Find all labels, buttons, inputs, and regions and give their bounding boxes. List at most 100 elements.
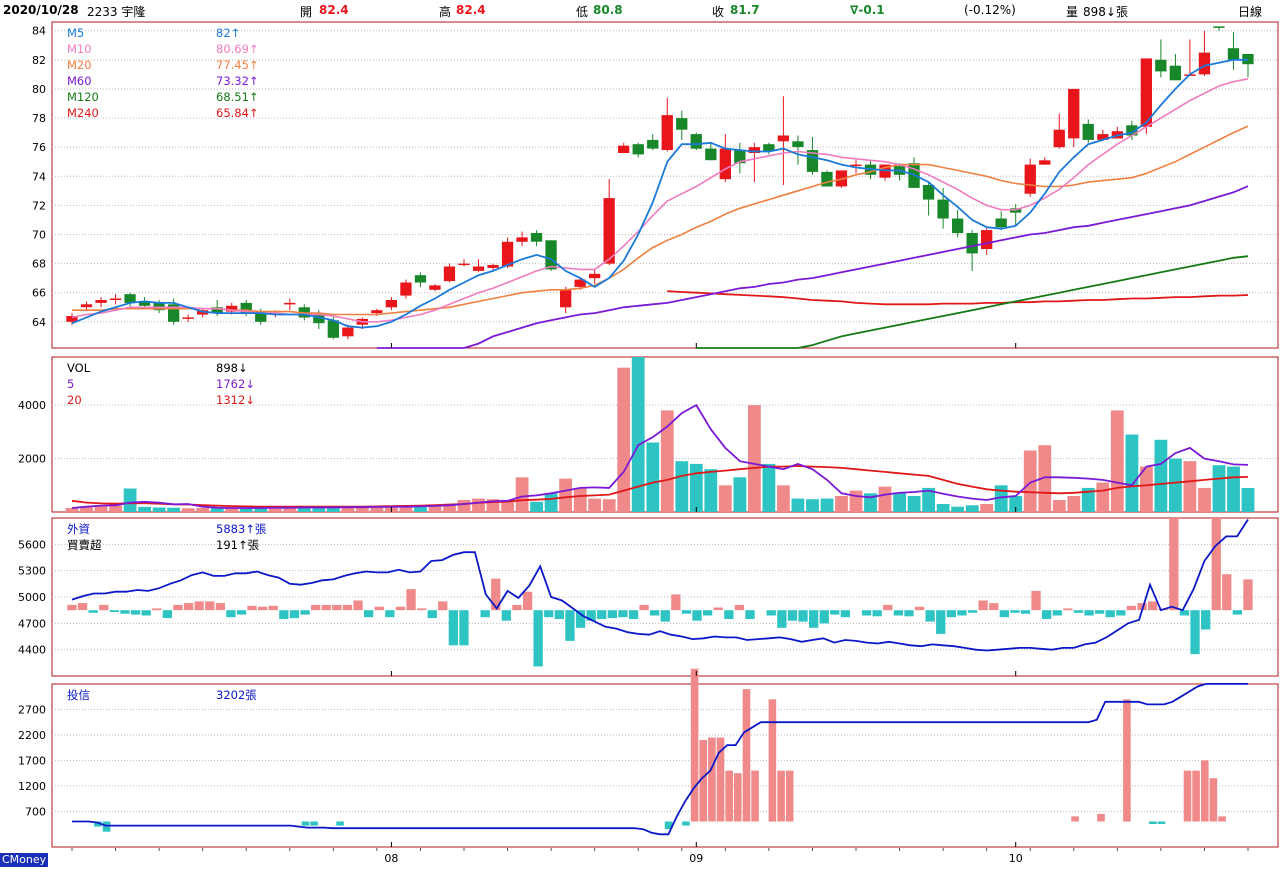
high-value: 82.4 (456, 3, 486, 17)
foreign-net-bar (236, 610, 247, 615)
foreign-net-bar (67, 604, 77, 611)
foreign-net-bar (268, 605, 278, 611)
foreign-net-bar (946, 610, 956, 618)
y-tick-label: 80 (32, 83, 46, 96)
candle-body (995, 218, 1007, 228)
volume-bar (138, 506, 151, 512)
foreign-net-bar (364, 610, 374, 618)
date-label: 2020/10/28 (3, 3, 79, 17)
volume-bar (1183, 461, 1197, 512)
foreign-net-bar (766, 610, 776, 616)
foreign-net-bar (205, 601, 215, 611)
volume-bar (1154, 439, 1168, 512)
legend-name: M120 (67, 90, 99, 104)
volume-bar (936, 504, 950, 512)
foreign-net-bar (491, 578, 501, 611)
ma5-line (71, 58, 1248, 329)
candle-body (1155, 59, 1167, 72)
volume-bar (530, 501, 543, 512)
candle-body (777, 135, 789, 142)
trust-net-bar (1123, 699, 1131, 822)
foreign-net-bar (109, 610, 119, 612)
volume-bar (80, 506, 93, 512)
legend-value: 77.45↑ (216, 58, 259, 72)
volume-bar (1227, 466, 1240, 512)
candle-body (806, 150, 819, 172)
foreign-net-bar (1201, 610, 1211, 630)
foreign-net-bar (183, 603, 194, 611)
volume-bar (922, 487, 935, 512)
period-selector[interactable]: 日線 (1238, 5, 1263, 19)
ma60-line (376, 185, 1249, 349)
legend-name: 買賣超 (67, 538, 102, 552)
trust-net-bar (102, 821, 111, 832)
foreign-net-bar (289, 610, 300, 619)
volume-bar (675, 461, 689, 512)
candle-body (168, 304, 180, 322)
foreign-net-bar (650, 610, 660, 616)
foreign-net-bar (787, 610, 798, 621)
foreign-net-bar (936, 610, 946, 634)
foreign-net-bar (1179, 610, 1190, 616)
legend-value: 73.32↑ (216, 74, 259, 88)
volume-bar (1052, 500, 1066, 512)
foreign-net-bar (1020, 610, 1031, 614)
foreign-net-bar (311, 604, 321, 611)
foreign-net-bar (575, 610, 586, 628)
volume-bar (1125, 434, 1139, 512)
candle-body (240, 302, 252, 314)
foreign-net-bar (830, 610, 840, 615)
candle-body (734, 150, 746, 164)
foreign-net-bar (120, 610, 130, 614)
volume-bar (965, 505, 979, 512)
volume-bar (283, 507, 297, 512)
foreign-net-bar (88, 610, 98, 613)
y-tick-label: 5600 (18, 538, 46, 551)
candle-body (1024, 164, 1036, 194)
foreign-net-bar (480, 610, 490, 618)
candle-body (763, 144, 775, 152)
foreign-net-bar (904, 610, 914, 617)
foreign-net-bar (332, 604, 342, 611)
trust-holding-line (72, 683, 1248, 836)
foreign-net-bar (342, 604, 353, 611)
foreign-net-bar (448, 610, 458, 646)
foreign-net-bar (1116, 610, 1126, 616)
foreign-net-bar (152, 608, 162, 611)
foreign-net-bar (353, 600, 363, 611)
candle-body (850, 164, 862, 167)
volume-bar (65, 508, 79, 512)
volume-bar (733, 477, 747, 512)
volume-bar (951, 506, 964, 512)
candle-body (530, 233, 543, 242)
volume-bar (704, 469, 718, 512)
volume-bar (181, 508, 195, 512)
volume-ma5-line (71, 403, 1249, 509)
volume-bar (994, 485, 1008, 512)
volume-bar (806, 499, 819, 512)
volume-bar (428, 505, 442, 512)
volume-bar (689, 463, 703, 512)
volume-bar (1140, 466, 1153, 512)
foreign-net-bar (1095, 610, 1105, 614)
y-tick-label: 700 (25, 805, 46, 818)
volume-bar (588, 498, 602, 512)
trust-net-bar (1157, 821, 1166, 824)
volume-bar (762, 463, 776, 512)
foreign-net-bar (1105, 610, 1115, 618)
y-tick-label: 70 (32, 228, 46, 241)
foreign-holding-line (71, 519, 1249, 652)
trust-net-bar (716, 737, 725, 822)
trust-net-bar (708, 737, 716, 822)
legend-value: 191↑張 (216, 538, 260, 552)
candle-body (211, 307, 223, 314)
trust-net-bar (1192, 770, 1200, 822)
candle-body (472, 266, 485, 271)
y-tick-label: 2700 (18, 703, 46, 716)
volume-bar (457, 500, 471, 512)
brand-logo: CMoney (0, 853, 49, 867)
candle-body (487, 265, 499, 268)
candle-body (560, 289, 572, 308)
trust-net-bar (1218, 816, 1226, 822)
foreign-net-bar (77, 603, 88, 611)
